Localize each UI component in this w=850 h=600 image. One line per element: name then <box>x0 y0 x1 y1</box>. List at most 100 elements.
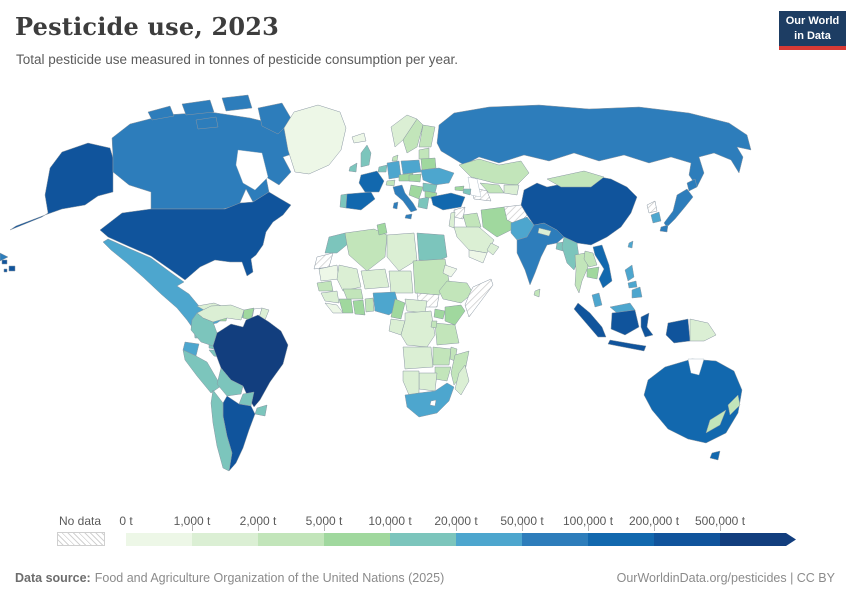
country-syria[interactable] <box>453 206 466 220</box>
country-sweden[interactable] <box>402 118 424 154</box>
country-new-zealand-south[interactable] <box>705 409 727 434</box>
country-canada-arctic-1[interactable] <box>147 105 175 121</box>
country-russia[interactable] <box>436 104 752 188</box>
country-eritrea[interactable] <box>442 264 458 278</box>
country-south-africa[interactable] <box>404 382 455 418</box>
country-indonesia-sumatra[interactable] <box>573 302 607 338</box>
country-zambia[interactable] <box>432 346 452 366</box>
country-poland[interactable] <box>400 159 422 175</box>
country-ukraine[interactable] <box>420 167 455 186</box>
legend-no-data[interactable]: No data <box>57 514 105 546</box>
country-sierra-leone-liberia[interactable] <box>324 302 344 314</box>
country-senegal[interactable] <box>316 280 334 292</box>
country-united-states-alaska[interactable] <box>9 142 114 231</box>
country-italy-sicily[interactable] <box>404 213 413 220</box>
country-cambodia[interactable] <box>586 266 600 280</box>
country-niger[interactable] <box>360 268 390 290</box>
country-botswana[interactable] <box>418 372 438 392</box>
country-philippines-visayas[interactable] <box>627 280 638 289</box>
country-iraq[interactable] <box>462 212 482 230</box>
country-algeria[interactable] <box>344 228 388 272</box>
country-australia-tasmania[interactable] <box>709 450 721 461</box>
country-yemen[interactable] <box>468 249 488 264</box>
no-data-swatch[interactable] <box>57 532 105 546</box>
legend-color-segment[interactable] <box>654 533 720 546</box>
country-taiwan[interactable] <box>627 240 634 249</box>
country-indonesia-kalimantan[interactable] <box>610 309 640 336</box>
attribution-link[interactable]: OurWorldinData.org/pesticides | CC BY <box>616 571 835 585</box>
country-italy[interactable] <box>392 184 418 213</box>
country-ethiopia[interactable] <box>438 280 474 304</box>
country-canada-arctic-4[interactable] <box>195 116 219 130</box>
country-belarus[interactable] <box>420 157 437 171</box>
country-burkina-faso[interactable] <box>342 288 364 300</box>
country-russia-wrap[interactable] <box>0 252 9 262</box>
country-zimbabwe[interactable] <box>434 366 452 382</box>
country-central-african-republic[interactable] <box>404 298 428 314</box>
country-balkans[interactable] <box>408 184 424 200</box>
country-togo-benin[interactable] <box>364 297 375 313</box>
country-rwanda-burundi[interactable] <box>430 320 438 329</box>
country-united-states-hawaii[interactable] <box>1 259 16 273</box>
country-bolivia[interactable] <box>216 367 244 397</box>
country-hungary-slovakia[interactable] <box>408 173 422 183</box>
country-angola[interactable] <box>402 346 434 370</box>
country-denmark[interactable] <box>391 154 399 162</box>
country-kenya[interactable] <box>444 304 466 326</box>
country-nepal[interactable] <box>537 227 552 237</box>
country-south-korea[interactable] <box>650 211 662 224</box>
country-tunisia[interactable] <box>376 222 388 236</box>
country-japan-honshu[interactable] <box>663 188 694 228</box>
country-indonesia-java[interactable] <box>607 339 647 352</box>
country-finland[interactable] <box>418 124 436 148</box>
legend-color-segment[interactable] <box>522 533 588 546</box>
country-cameroon[interactable] <box>390 298 406 320</box>
country-georgia[interactable] <box>454 185 465 192</box>
country-paraguay[interactable] <box>238 391 255 407</box>
legend-color-segment[interactable] <box>258 533 324 546</box>
country-canada-arctic-3[interactable] <box>221 94 253 112</box>
country-italy-sardinia[interactable] <box>392 201 399 210</box>
legend-color-segment[interactable] <box>324 533 390 546</box>
country-somalia[interactable] <box>464 278 494 318</box>
country-new-zealand-north[interactable] <box>727 394 741 416</box>
country-egypt[interactable] <box>416 232 448 262</box>
country-philippines-mindanao[interactable] <box>631 286 643 299</box>
country-indonesia-sulawesi[interactable] <box>640 312 654 338</box>
country-ireland[interactable] <box>348 162 358 173</box>
country-benelux[interactable] <box>377 164 388 173</box>
country-canada-arctic-2[interactable] <box>181 99 215 116</box>
country-dr-congo[interactable] <box>400 310 436 348</box>
country-madagascar[interactable] <box>454 364 470 396</box>
country-uruguay[interactable] <box>254 404 268 417</box>
legend-color-segment[interactable] <box>192 533 258 546</box>
country-guinea[interactable] <box>320 290 340 304</box>
country-mali[interactable] <box>336 264 362 292</box>
country-kazakhstan[interactable] <box>458 158 530 186</box>
country-malaysia-peninsula[interactable] <box>591 292 603 308</box>
country-oman[interactable] <box>486 242 500 256</box>
country-united-kingdom[interactable] <box>360 144 372 168</box>
country-united-states[interactable] <box>99 191 292 281</box>
country-uganda[interactable] <box>433 308 446 320</box>
country-tanzania[interactable] <box>434 322 460 346</box>
country-baltics[interactable] <box>418 147 430 160</box>
country-morocco[interactable] <box>324 232 350 254</box>
country-greenland[interactable] <box>283 104 347 175</box>
country-chile[interactable] <box>210 389 233 472</box>
owid-logo[interactable]: Our World in Data <box>779 11 846 50</box>
country-levant[interactable] <box>448 211 456 229</box>
country-libya[interactable] <box>386 232 418 272</box>
country-philippines-luzon[interactable] <box>624 264 635 282</box>
country-ghana[interactable] <box>352 299 366 316</box>
country-kyrgyzstan-tajikistan[interactable] <box>503 184 520 196</box>
country-mongolia[interactable] <box>546 170 605 188</box>
country-japan-kyushu[interactable] <box>659 224 669 233</box>
country-france[interactable] <box>358 170 385 193</box>
country-iceland[interactable] <box>351 132 367 144</box>
country-sri-lanka[interactable] <box>533 288 541 298</box>
country-myanmar[interactable] <box>561 236 580 271</box>
country-papua-new-guinea[interactable] <box>689 318 717 342</box>
country-switzerland[interactable] <box>385 179 396 187</box>
legend-color-segment[interactable] <box>720 533 796 546</box>
